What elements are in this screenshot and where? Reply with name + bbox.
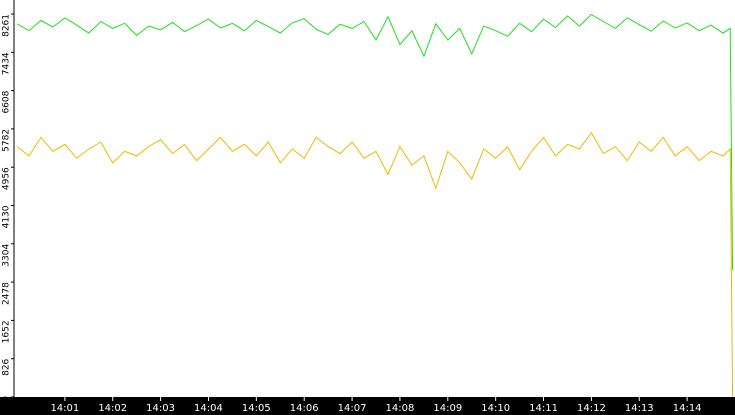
x-tick-label: 14:12 xyxy=(577,403,606,414)
x-tick-label: 14:03 xyxy=(146,403,175,414)
y-tick-label: 7434 xyxy=(2,52,12,75)
x-tick-label: 14:14 xyxy=(673,403,702,414)
x-axis-band xyxy=(0,397,735,415)
x-tick-label: 14:11 xyxy=(529,403,558,414)
x-tick-label: 14:05 xyxy=(242,403,271,414)
x-tick-label: 14:06 xyxy=(290,403,319,414)
y-tick-label: 826 xyxy=(2,358,12,375)
series-line xyxy=(16,131,734,398)
x-tick-label: 14:02 xyxy=(98,403,127,414)
y-tick-label: 2478 xyxy=(2,282,12,305)
y-tick-label: 3304 xyxy=(2,244,12,267)
y-tick-label: 0 xyxy=(2,396,12,402)
series-line xyxy=(16,13,734,271)
x-tick-label: 14:07 xyxy=(338,403,367,414)
y-tick-label: 1652 xyxy=(2,320,12,343)
y-tick-label: 8261 xyxy=(2,14,12,37)
y-tick-label: 5782 xyxy=(2,129,12,152)
x-tick-label: 14:13 xyxy=(625,403,654,414)
x-tick-label: 14:08 xyxy=(386,403,415,414)
y-tick-label: 4130 xyxy=(2,205,12,228)
y-tick-label: 4956 xyxy=(2,167,12,190)
x-tick-label: 14:04 xyxy=(194,403,223,414)
x-tick-label: 14:01 xyxy=(50,403,79,414)
y-tick-label: 6608 xyxy=(2,90,12,113)
x-tick-label: 14:09 xyxy=(433,403,462,414)
x-tick-label: 14:10 xyxy=(481,403,510,414)
